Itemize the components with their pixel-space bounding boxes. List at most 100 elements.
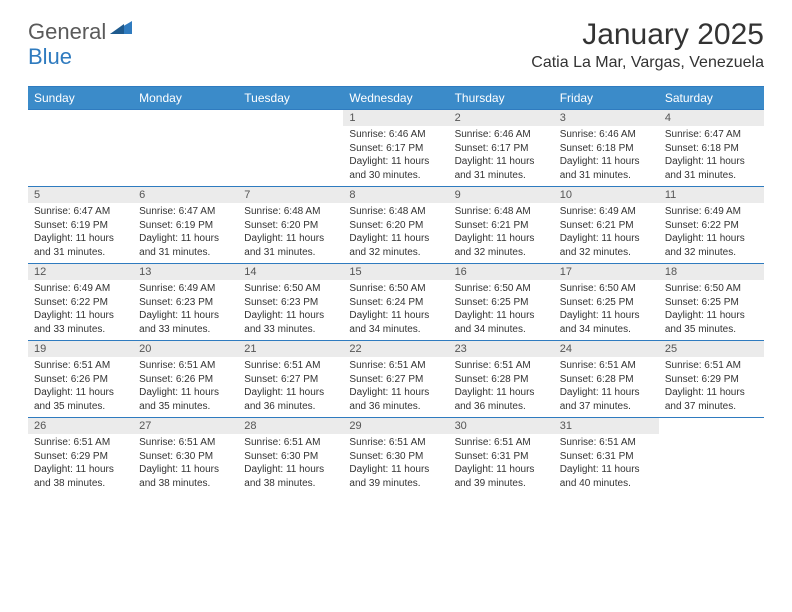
day-body: Sunrise: 6:50 AMSunset: 6:25 PMDaylight:… (554, 280, 659, 340)
day-number: 31 (554, 418, 659, 434)
title-block: January 2025 Catia La Mar, Vargas, Venez… (531, 18, 764, 72)
sunset-line: Sunset: 6:31 PM (560, 450, 653, 464)
sunrise-line: Sunrise: 6:51 AM (455, 359, 548, 373)
day-body: Sunrise: 6:50 AMSunset: 6:25 PMDaylight:… (449, 280, 554, 340)
day-body: Sunrise: 6:51 AMSunset: 6:29 PMDaylight:… (659, 357, 764, 417)
day-body: Sunrise: 6:48 AMSunset: 6:20 PMDaylight:… (343, 203, 448, 263)
daylight-line: Daylight: 11 hours and 31 minutes. (244, 232, 337, 259)
day-number: 30 (449, 418, 554, 434)
day-header-row: SundayMondayTuesdayWednesdayThursdayFrid… (28, 87, 764, 109)
day-cell: 8Sunrise: 6:48 AMSunset: 6:20 PMDaylight… (343, 187, 448, 263)
sunrise-line: Sunrise: 6:51 AM (349, 436, 442, 450)
day-number: 24 (554, 341, 659, 357)
daylight-line: Daylight: 11 hours and 37 minutes. (560, 386, 653, 413)
sunset-line: Sunset: 6:21 PM (560, 219, 653, 233)
sunrise-line: Sunrise: 6:51 AM (34, 436, 127, 450)
day-header: Saturday (659, 87, 764, 109)
day-body: Sunrise: 6:51 AMSunset: 6:27 PMDaylight:… (238, 357, 343, 417)
day-body: Sunrise: 6:47 AMSunset: 6:18 PMDaylight:… (659, 126, 764, 186)
day-body: Sunrise: 6:51 AMSunset: 6:27 PMDaylight:… (343, 357, 448, 417)
day-cell: 29Sunrise: 6:51 AMSunset: 6:30 PMDayligh… (343, 418, 448, 494)
day-cell: 10Sunrise: 6:49 AMSunset: 6:21 PMDayligh… (554, 187, 659, 263)
day-cell: 11Sunrise: 6:49 AMSunset: 6:22 PMDayligh… (659, 187, 764, 263)
day-number (133, 110, 238, 126)
sunset-line: Sunset: 6:28 PM (455, 373, 548, 387)
day-cell: 21Sunrise: 6:51 AMSunset: 6:27 PMDayligh… (238, 341, 343, 417)
week-row: 19Sunrise: 6:51 AMSunset: 6:26 PMDayligh… (28, 340, 764, 417)
day-number: 22 (343, 341, 448, 357)
sunrise-line: Sunrise: 6:48 AM (244, 205, 337, 219)
sunset-line: Sunset: 6:25 PM (665, 296, 758, 310)
daylight-line: Daylight: 11 hours and 31 minutes. (139, 232, 232, 259)
daylight-line: Daylight: 11 hours and 31 minutes. (34, 232, 127, 259)
day-cell (133, 110, 238, 186)
sunrise-line: Sunrise: 6:50 AM (349, 282, 442, 296)
day-cell (659, 418, 764, 494)
day-header: Wednesday (343, 87, 448, 109)
day-number: 11 (659, 187, 764, 203)
day-body: Sunrise: 6:49 AMSunset: 6:22 PMDaylight:… (659, 203, 764, 263)
daylight-line: Daylight: 11 hours and 38 minutes. (244, 463, 337, 490)
sunset-line: Sunset: 6:20 PM (244, 219, 337, 233)
sunset-line: Sunset: 6:29 PM (34, 450, 127, 464)
day-number: 21 (238, 341, 343, 357)
day-number (28, 110, 133, 126)
sunrise-line: Sunrise: 6:51 AM (244, 436, 337, 450)
day-cell: 2Sunrise: 6:46 AMSunset: 6:17 PMDaylight… (449, 110, 554, 186)
sunset-line: Sunset: 6:23 PM (139, 296, 232, 310)
day-number: 14 (238, 264, 343, 280)
month-title: January 2025 (531, 18, 764, 52)
day-cell: 15Sunrise: 6:50 AMSunset: 6:24 PMDayligh… (343, 264, 448, 340)
sunrise-line: Sunrise: 6:47 AM (665, 128, 758, 142)
sunrise-line: Sunrise: 6:50 AM (244, 282, 337, 296)
sunset-line: Sunset: 6:21 PM (455, 219, 548, 233)
daylight-line: Daylight: 11 hours and 34 minutes. (560, 309, 653, 336)
day-header: Monday (133, 87, 238, 109)
logo-text-blue-wrap: Blue (28, 44, 72, 70)
sunrise-line: Sunrise: 6:48 AM (455, 205, 548, 219)
sunset-line: Sunset: 6:25 PM (560, 296, 653, 310)
day-cell: 16Sunrise: 6:50 AMSunset: 6:25 PMDayligh… (449, 264, 554, 340)
day-cell: 26Sunrise: 6:51 AMSunset: 6:29 PMDayligh… (28, 418, 133, 494)
day-body: Sunrise: 6:46 AMSunset: 6:18 PMDaylight:… (554, 126, 659, 186)
sunrise-line: Sunrise: 6:50 AM (665, 282, 758, 296)
logo-triangle-icon (110, 18, 132, 39)
day-cell (238, 110, 343, 186)
day-number: 6 (133, 187, 238, 203)
sunset-line: Sunset: 6:30 PM (244, 450, 337, 464)
day-body: Sunrise: 6:51 AMSunset: 6:30 PMDaylight:… (133, 434, 238, 494)
daylight-line: Daylight: 11 hours and 37 minutes. (665, 386, 758, 413)
sunset-line: Sunset: 6:22 PM (665, 219, 758, 233)
day-cell: 17Sunrise: 6:50 AMSunset: 6:25 PMDayligh… (554, 264, 659, 340)
sunrise-line: Sunrise: 6:51 AM (244, 359, 337, 373)
day-number: 1 (343, 110, 448, 126)
day-number: 8 (343, 187, 448, 203)
day-cell: 25Sunrise: 6:51 AMSunset: 6:29 PMDayligh… (659, 341, 764, 417)
day-body: Sunrise: 6:50 AMSunset: 6:23 PMDaylight:… (238, 280, 343, 340)
day-number: 3 (554, 110, 659, 126)
day-number: 18 (659, 264, 764, 280)
daylight-line: Daylight: 11 hours and 34 minutes. (349, 309, 442, 336)
day-cell: 19Sunrise: 6:51 AMSunset: 6:26 PMDayligh… (28, 341, 133, 417)
day-cell (28, 110, 133, 186)
daylight-line: Daylight: 11 hours and 36 minutes. (244, 386, 337, 413)
daylight-line: Daylight: 11 hours and 32 minutes. (455, 232, 548, 259)
day-cell: 28Sunrise: 6:51 AMSunset: 6:30 PMDayligh… (238, 418, 343, 494)
day-header: Thursday (449, 87, 554, 109)
sunset-line: Sunset: 6:23 PM (244, 296, 337, 310)
day-number: 7 (238, 187, 343, 203)
location: Catia La Mar, Vargas, Venezuela (531, 54, 764, 72)
daylight-line: Daylight: 11 hours and 40 minutes. (560, 463, 653, 490)
daylight-line: Daylight: 11 hours and 32 minutes. (560, 232, 653, 259)
calendar: SundayMondayTuesdayWednesdayThursdayFrid… (28, 86, 764, 494)
day-body: Sunrise: 6:47 AMSunset: 6:19 PMDaylight:… (133, 203, 238, 263)
week-row: 26Sunrise: 6:51 AMSunset: 6:29 PMDayligh… (28, 417, 764, 494)
day-number: 25 (659, 341, 764, 357)
day-header: Friday (554, 87, 659, 109)
sunrise-line: Sunrise: 6:49 AM (139, 282, 232, 296)
sunset-line: Sunset: 6:18 PM (665, 142, 758, 156)
sunrise-line: Sunrise: 6:51 AM (560, 436, 653, 450)
day-header: Sunday (28, 87, 133, 109)
sunset-line: Sunset: 6:27 PM (244, 373, 337, 387)
day-cell: 30Sunrise: 6:51 AMSunset: 6:31 PMDayligh… (449, 418, 554, 494)
